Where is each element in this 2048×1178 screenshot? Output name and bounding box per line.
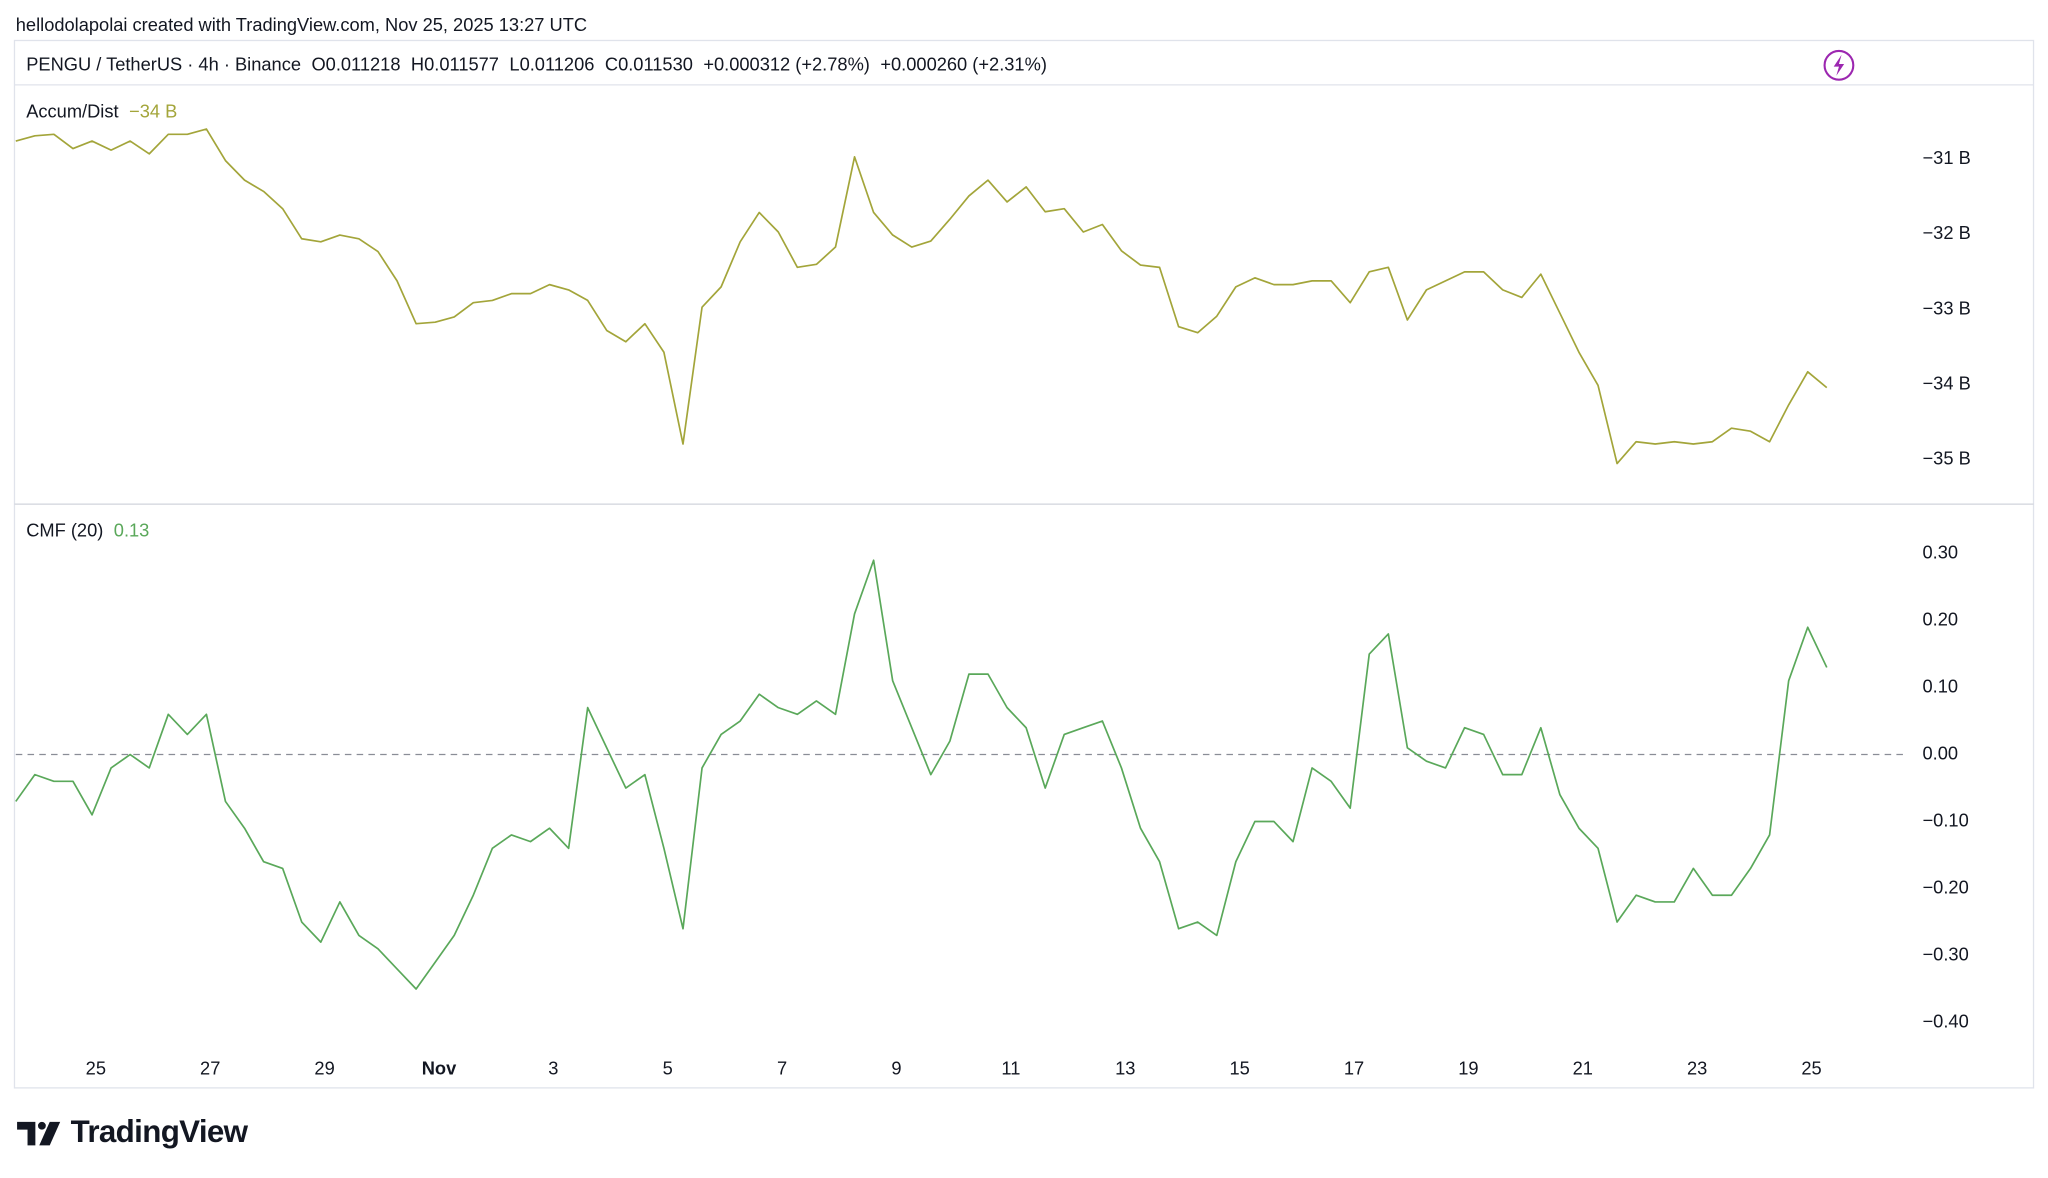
legend-name: CMF (20) — [26, 519, 103, 540]
brand-logo — [17, 1121, 61, 1146]
x-tick-label: 21 — [1573, 1057, 1593, 1078]
y-tick-label: −0.10 — [1923, 809, 1969, 830]
ohlc-item: +0.000260 (+2.31%) — [880, 53, 1047, 74]
x-tick-label: Nov — [422, 1057, 457, 1078]
ohlc-item: +0.000312 (+2.78%) — [703, 53, 870, 74]
x-tick-label: 29 — [314, 1057, 334, 1078]
symbol: PENGU / TetherUS · 4h · Binance — [26, 53, 301, 74]
y-tick-label: −0.40 — [1923, 1010, 1969, 1031]
y-tick-label: 0.30 — [1923, 541, 1959, 562]
x-tick-label: 23 — [1687, 1057, 1707, 1078]
y-tick-label: 0.10 — [1923, 675, 1959, 696]
x-tick-label: 15 — [1229, 1057, 1249, 1078]
y-tick-label: −31 B — [1923, 147, 1971, 168]
ohlc-item: O0.011218 — [311, 53, 400, 74]
chart-frame — [13, 39, 2035, 1089]
legend: CMF (20) 0.13 — [26, 519, 149, 540]
y-tick-label: −32 B — [1923, 222, 1971, 243]
legend-value: −34 B — [129, 100, 177, 121]
legend-name: Accum/Dist — [26, 100, 118, 121]
x-tick-label: 11 — [1001, 1057, 1020, 1078]
x-tick-label: 25 — [86, 1057, 106, 1078]
x-tick-label: 9 — [891, 1057, 901, 1078]
x-tick-label: 7 — [777, 1057, 787, 1078]
series-line — [15, 559, 1828, 990]
x-tick-label: 17 — [1344, 1057, 1364, 1078]
ohlc-item: L0.011206 — [509, 53, 594, 74]
y-tick-label: −35 B — [1923, 448, 1971, 469]
legend: Accum/Dist −34 B — [26, 100, 177, 121]
x-tick-label: 3 — [548, 1057, 558, 1078]
legend-value: 0.13 — [114, 519, 150, 540]
series-line — [15, 128, 1828, 465]
ohlc-item: C0.011530 — [605, 53, 693, 74]
x-tick-label: 13 — [1115, 1057, 1135, 1078]
x-tick-label: 25 — [1801, 1057, 1821, 1078]
y-tick-label: 0.00 — [1923, 742, 1959, 763]
ohlc-item: H0.011577 — [411, 53, 499, 74]
x-tick-label: 5 — [663, 1057, 673, 1078]
x-tick-label: 27 — [200, 1057, 220, 1078]
y-tick-label: −0.20 — [1923, 876, 1969, 897]
brand-name: TradingView — [71, 1114, 249, 1149]
y-tick-label: −0.30 — [1923, 943, 1969, 964]
y-tick-label: −33 B — [1923, 297, 1971, 318]
alert-icon — [1823, 49, 1855, 81]
y-tick-label: −34 B — [1923, 372, 1971, 393]
x-tick-label: 19 — [1458, 1057, 1478, 1078]
symbol-line: PENGU / TetherUS · 4h · Binance O0.011218… — [26, 53, 1047, 74]
y-tick-label: 0.20 — [1923, 608, 1959, 629]
attribution: hellodolapolai created with TradingView.… — [16, 14, 587, 35]
